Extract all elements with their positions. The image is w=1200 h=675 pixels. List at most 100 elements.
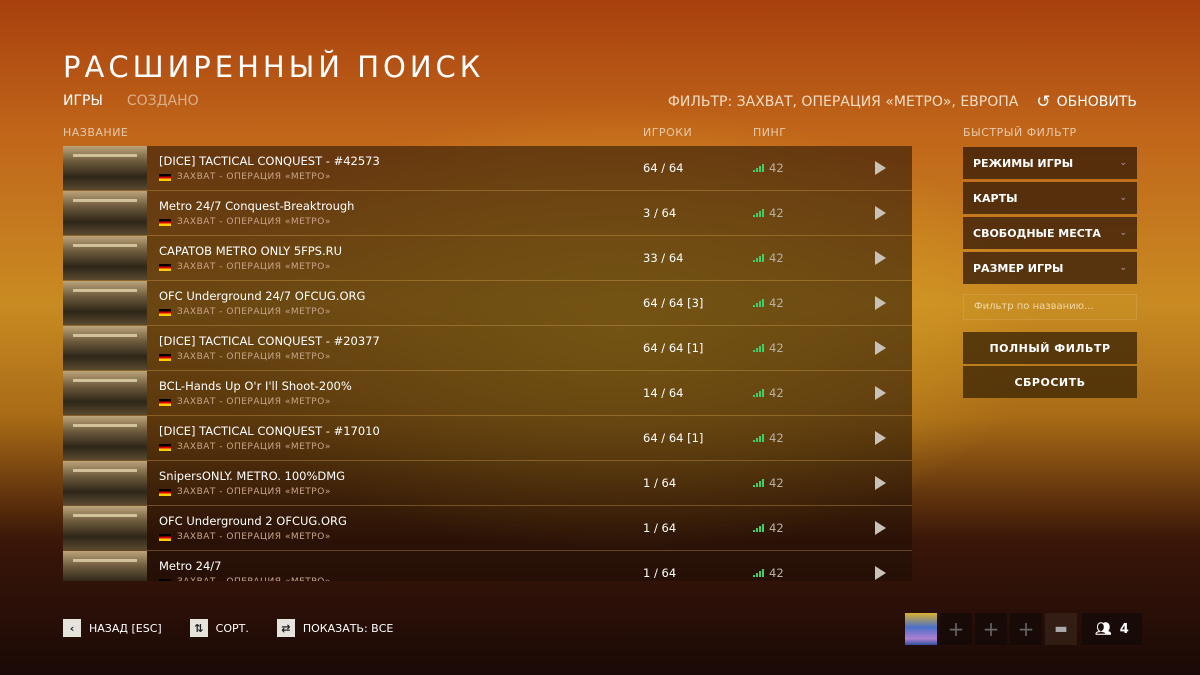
dropdown-game-modes[interactable]: РЕЖИМЫ ИГРЫ ⌄ xyxy=(963,147,1137,179)
ping: 42 xyxy=(753,476,784,490)
map-thumbnail xyxy=(63,371,147,415)
flag-icon xyxy=(159,488,171,496)
server-row[interactable]: [DICE] TACTICAL CONQUEST - #20377 ЗАХВАТ… xyxy=(63,326,912,371)
mode-label: ЗАХВАТ - ОПЕРАЦИЯ «МЕТРО» xyxy=(177,442,331,452)
play-icon[interactable] xyxy=(875,251,886,265)
reset-button[interactable]: СБРОСИТЬ xyxy=(963,366,1137,398)
player-count: 14 / 64 xyxy=(643,386,684,400)
server-mode: ЗАХВАТ - ОПЕРАЦИЯ «МЕТРО» xyxy=(159,307,331,317)
add-player-icon[interactable]: + xyxy=(940,613,972,645)
dropdown-maps[interactable]: КАРТЫ ⌄ xyxy=(963,182,1137,214)
tab-games[interactable]: ИГРЫ xyxy=(63,93,103,109)
tab-created[interactable]: СОЗДАНО xyxy=(126,93,199,109)
page-title: РАСШИРЕННЫЙ ПОИСК xyxy=(63,50,485,84)
server-row[interactable]: CAPATOB METRO ONLY 5FPS.RU ЗАХВАТ - ОПЕР… xyxy=(63,236,912,281)
player-count: 64 / 64 [3] xyxy=(643,296,704,310)
server-row[interactable]: OFC Underground 24/7 OFCUG.ORG ЗАХВАТ - … xyxy=(63,281,912,326)
server-row[interactable]: [DICE] TACTICAL CONQUEST - #42573 ЗАХВАТ… xyxy=(63,146,912,191)
server-mode: ЗАХВАТ - ОПЕРАЦИЯ «МЕТРО» xyxy=(159,397,331,407)
server-mode: ЗАХВАТ - ОПЕРАЦИЯ «МЕТРО» xyxy=(159,262,331,272)
ping-value: 42 xyxy=(769,386,784,400)
mode-label: ЗАХВАТ - ОПЕРАЦИЯ «МЕТРО» xyxy=(177,217,331,227)
people-icon: 👥︎ xyxy=(1095,621,1112,637)
ping-value: 42 xyxy=(769,521,784,535)
mode-label: ЗАХВАТ - ОПЕРАЦИЯ «МЕТРО» xyxy=(177,172,331,182)
avatar[interactable] xyxy=(905,613,937,645)
sort-button[interactable]: ⇅ СОРТ. xyxy=(189,619,249,637)
add-player-icon[interactable]: + xyxy=(975,613,1007,645)
signal-icon xyxy=(753,479,764,487)
play-icon[interactable] xyxy=(875,341,886,355)
dropdown-free-slots[interactable]: СВОБОДНЫЕ МЕСТА ⌄ xyxy=(963,217,1137,249)
signal-icon xyxy=(753,434,764,442)
server-row[interactable]: OFC Underground 2 OFCUG.ORG ЗАХВАТ - ОПЕ… xyxy=(63,506,912,551)
mode-label: ЗАХВАТ - ОПЕРАЦИЯ «МЕТРО» xyxy=(177,307,331,317)
flag-icon xyxy=(159,263,171,271)
play-icon[interactable] xyxy=(875,521,886,535)
server-name: Metro 24/7 Conquest-Breaktrough xyxy=(159,199,355,213)
server-row[interactable]: Metro 24/7 Conquest-Breaktrough ЗАХВАТ -… xyxy=(63,191,912,236)
refresh-icon: ↺ xyxy=(1036,92,1051,112)
sort-arrows-icon: ⇅ xyxy=(189,619,208,637)
chevron-down-icon: ⌄ xyxy=(1119,228,1127,238)
add-player-icon[interactable]: + xyxy=(1010,613,1042,645)
server-mode: ЗАХВАТ - ОПЕРАЦИЯ «МЕТРО» xyxy=(159,532,331,542)
signal-icon xyxy=(753,524,764,532)
server-name: OFC Underground 24/7 OFCUG.ORG xyxy=(159,289,366,303)
dropdown-label: СВОБОДНЫЕ МЕСТА xyxy=(973,226,1101,240)
server-row[interactable]: [DICE] TACTICAL CONQUEST - #17010 ЗАХВАТ… xyxy=(63,416,912,461)
show-button[interactable]: ⇄ ПОКАЗАТЬ: ВСЕ xyxy=(276,619,393,637)
play-icon[interactable] xyxy=(875,296,886,310)
ping-value: 42 xyxy=(769,161,784,175)
signal-icon xyxy=(753,209,764,217)
play-icon[interactable] xyxy=(875,386,886,400)
signal-icon xyxy=(753,254,764,262)
name-filter-input[interactable]: Фильтр по названию... xyxy=(963,294,1137,320)
column-header-players[interactable]: ИГРОКИ xyxy=(643,126,693,139)
server-name: Metro 24/7 xyxy=(159,559,222,573)
map-thumbnail xyxy=(63,236,147,280)
squad-button[interactable]: 👥︎ 4 xyxy=(1082,613,1142,645)
server-mode: ЗАХВАТ - ОПЕРАЦИЯ «МЕТРО» xyxy=(159,217,331,227)
ping: 42 xyxy=(753,161,784,175)
server-row[interactable]: BCL-Hands Up O'r I'll Shoot-200% ЗАХВАТ … xyxy=(63,371,912,416)
server-name: BCL-Hands Up O'r I'll Shoot-200% xyxy=(159,379,352,393)
back-button[interactable]: ‹ НАЗАД [ESC] xyxy=(63,619,162,637)
flag-icon xyxy=(159,578,171,581)
server-row[interactable]: SnipersONLY. METRO. 100%DMG ЗАХВАТ - ОПЕ… xyxy=(63,461,912,506)
ping-value: 42 xyxy=(769,251,784,265)
server-row[interactable]: Metro 24/7 ЗАХВАТ - ОПЕРАЦИЯ «МЕТРО» 1 /… xyxy=(63,551,912,581)
server-name: [DICE] TACTICAL CONQUEST - #20377 xyxy=(159,334,380,348)
refresh-label: ОБНОВИТЬ xyxy=(1056,94,1137,110)
refresh-button[interactable]: ↺ ОБНОВИТЬ xyxy=(1036,92,1137,112)
dropdown-game-size[interactable]: РАЗМЕР ИГРЫ ⌄ xyxy=(963,252,1137,284)
flag-icon xyxy=(159,173,171,181)
ping-value: 42 xyxy=(769,341,784,355)
ping: 42 xyxy=(753,521,784,535)
full-filter-button[interactable]: ПОЛНЫЙ ФИЛЬТР xyxy=(963,332,1137,364)
flag-icon xyxy=(159,353,171,361)
dropdown-label: КАРТЫ xyxy=(973,191,1018,205)
mode-label: ЗАХВАТ - ОПЕРАЦИЯ «МЕТРО» xyxy=(177,397,331,407)
play-icon[interactable] xyxy=(875,476,886,490)
mode-label: ЗАХВАТ - ОПЕРАЦИЯ «МЕТРО» xyxy=(177,352,331,362)
server-mode: ЗАХВАТ - ОПЕРАЦИЯ «МЕТРО» xyxy=(159,577,331,581)
back-label: НАЗАД [ESC] xyxy=(89,621,162,635)
ping: 42 xyxy=(753,296,784,310)
column-header-name[interactable]: НАЗВАНИЕ xyxy=(63,126,129,139)
quick-filter-title: БЫСТРЫЙ ФИЛЬТР xyxy=(963,126,1077,139)
ping: 42 xyxy=(753,251,784,265)
server-name: OFC Underground 2 OFCUG.ORG xyxy=(159,514,347,528)
squad-bar: + + + ▬ 👥︎ 4 xyxy=(905,613,1142,645)
play-icon[interactable] xyxy=(875,566,886,580)
mode-label: ЗАХВАТ - ОПЕРАЦИЯ «МЕТРО» xyxy=(177,532,331,542)
column-header-ping[interactable]: ПИНГ xyxy=(753,126,787,139)
chat-icon[interactable]: ▬ xyxy=(1045,613,1077,645)
player-count: 1 / 64 xyxy=(643,566,677,580)
map-thumbnail xyxy=(63,506,147,550)
signal-icon xyxy=(753,299,764,307)
play-icon[interactable] xyxy=(875,206,886,220)
play-icon[interactable] xyxy=(875,161,886,175)
play-icon[interactable] xyxy=(875,431,886,445)
map-thumbnail xyxy=(63,281,147,325)
